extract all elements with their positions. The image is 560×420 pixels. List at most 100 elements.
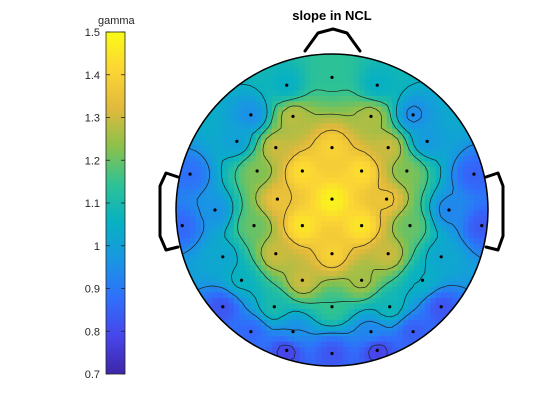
heatmap-cell: [272, 308, 278, 314]
heatmap-cell: [463, 210, 469, 216]
heatmap-cell: [343, 155, 349, 161]
heatmap-cell: [294, 112, 300, 118]
heatmap-cell: [452, 177, 458, 183]
heatmap-cell: [277, 74, 283, 80]
heatmap-cell: [376, 270, 382, 276]
heatmap-cell: [206, 188, 212, 194]
heatmap-cell: [381, 123, 387, 129]
heatmap-cell: [239, 101, 245, 107]
heatmap-cell: [337, 183, 343, 189]
heatmap-cell: [190, 226, 196, 232]
heatmap-cell: [387, 259, 393, 265]
heatmap-cell: [348, 172, 354, 178]
heatmap-cell: [305, 226, 311, 232]
heatmap-cell: [245, 347, 251, 353]
heatmap-cell: [414, 194, 420, 200]
heatmap-cell: [310, 330, 316, 336]
heatmap-cell: [474, 221, 480, 227]
heatmap-cell: [277, 172, 283, 178]
heatmap-cell: [414, 297, 420, 303]
heatmap-cell: [261, 112, 267, 118]
heatmap-cell: [436, 117, 442, 123]
heatmap-cell: [201, 237, 207, 243]
heatmap-cell: [245, 281, 251, 287]
heatmap-cell: [294, 194, 300, 200]
heatmap-cell: [425, 144, 431, 150]
heatmap-cell: [337, 106, 343, 112]
heatmap-cell: [337, 134, 343, 140]
heatmap-cell: [332, 319, 338, 325]
heatmap-cell: [316, 150, 322, 156]
heatmap-cell: [310, 232, 316, 238]
heatmap-cell: [447, 117, 453, 123]
heatmap-cell: [250, 90, 256, 96]
heatmap-cell: [441, 270, 447, 276]
heatmap-cell: [343, 221, 349, 227]
heatmap-cell: [381, 134, 387, 140]
heatmap-cell: [223, 259, 229, 265]
heatmap-cell: [217, 237, 223, 243]
heatmap-cell: [316, 95, 322, 101]
heatmap-cell: [190, 155, 196, 161]
heatmap-cell: [261, 106, 267, 112]
heatmap-cell: [256, 281, 262, 287]
heatmap-cell: [365, 90, 371, 96]
heatmap-cell: [179, 210, 185, 216]
heatmap-cell: [310, 248, 316, 254]
heatmap-cell: [474, 166, 480, 172]
heatmap-cell: [217, 166, 223, 172]
heatmap-cell: [299, 183, 305, 189]
heatmap-cell: [316, 79, 322, 85]
heatmap-cell: [430, 265, 436, 271]
heatmap-cell: [327, 123, 333, 129]
heatmap-cell: [398, 199, 404, 205]
heatmap-cell: [239, 95, 245, 101]
heatmap-cell: [441, 215, 447, 221]
heatmap-cell: [266, 74, 272, 80]
heatmap-cell: [316, 155, 322, 161]
electrode-marker: [472, 173, 475, 176]
heatmap-cell: [376, 341, 382, 347]
heatmap-cell: [179, 139, 185, 145]
heatmap-cell: [398, 101, 404, 107]
heatmap-cell: [283, 265, 289, 271]
heatmap-cell: [321, 226, 327, 232]
heatmap-cell: [359, 161, 365, 167]
heatmap-cell: [403, 248, 409, 254]
heatmap-cell: [288, 270, 294, 276]
heatmap-cell: [305, 112, 311, 118]
heatmap-cell: [206, 297, 212, 303]
heatmap-cell: [206, 144, 212, 150]
heatmap-cell: [436, 276, 442, 282]
heatmap-cell: [206, 150, 212, 156]
heatmap-cell: [376, 150, 382, 156]
heatmap-cell: [321, 215, 327, 221]
heatmap-cell: [245, 128, 251, 134]
heatmap-cell: [337, 199, 343, 205]
heatmap-cell: [370, 286, 376, 292]
heatmap-cell: [168, 194, 174, 200]
heatmap-cell: [469, 177, 475, 183]
heatmap-cell: [239, 270, 245, 276]
heatmap-cell: [419, 221, 425, 227]
heatmap-cell: [458, 128, 464, 134]
heatmap-cell: [359, 341, 365, 347]
heatmap-cell: [387, 308, 393, 314]
electrode-marker: [188, 173, 191, 176]
heatmap-cell: [245, 199, 251, 205]
heatmap-cell: [234, 270, 240, 276]
heatmap-cell: [223, 270, 229, 276]
heatmap-cell: [277, 292, 283, 298]
heatmap-cell: [408, 166, 414, 172]
heatmap-cell: [310, 237, 316, 243]
heatmap-cell: [288, 243, 294, 249]
heatmap-cell: [419, 139, 425, 145]
heatmap-cell: [381, 95, 387, 101]
heatmap-cell: [436, 112, 442, 118]
heatmap-cell: [245, 134, 251, 140]
heatmap-cell: [332, 172, 338, 178]
heatmap-cell: [206, 226, 212, 232]
heatmap-cell: [398, 330, 404, 336]
heatmap-cell: [217, 188, 223, 194]
heatmap-cell: [321, 336, 327, 342]
